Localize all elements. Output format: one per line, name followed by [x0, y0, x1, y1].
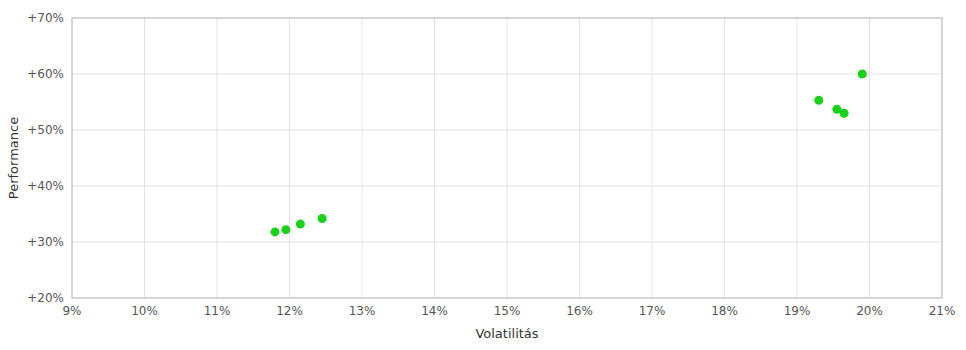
x-tick-label: 13% — [349, 304, 376, 318]
point — [271, 227, 280, 236]
x-grid-line — [144, 18, 145, 298]
x-tick-label: 17% — [639, 304, 666, 318]
x-grid-line — [217, 18, 218, 298]
point — [840, 109, 849, 118]
grid — [72, 18, 942, 298]
chart: 9% 10% 11% 12% 13% 14% 15% 16% 17% 18% 19% 20% 21% +2… — [0, 0, 966, 350]
y-grid-line — [72, 74, 942, 75]
plot-frame — [72, 18, 942, 298]
y-tick-label: +30% — [27, 235, 64, 249]
y-tick-label: +50% — [27, 123, 64, 137]
x-tick-label: 20% — [856, 304, 883, 318]
x-grid-line — [289, 18, 290, 298]
x-tick-label: 10% — [131, 304, 158, 318]
y-grid-line — [72, 242, 942, 243]
y-tick-label: +60% — [27, 67, 64, 81]
x-grid-line — [362, 18, 363, 298]
x-axis-label: Volatilitás — [475, 326, 538, 341]
point — [281, 225, 290, 234]
x-tick-label: 12% — [276, 304, 303, 318]
x-tick-label: 14% — [421, 304, 448, 318]
x-tick-label: 18% — [711, 304, 738, 318]
x-grid-line — [507, 18, 508, 298]
x-tick-label: 16% — [566, 304, 593, 318]
tick-labels: 9% 10% 11% 12% 13% 14% 15% 16% 17% 18% 19% 20% 21% +2… — [27, 11, 955, 318]
points — [271, 70, 867, 237]
point — [296, 220, 305, 229]
point — [814, 96, 823, 105]
y-axis-label: Performance — [6, 117, 21, 199]
x-grid-line — [434, 18, 435, 298]
x-grid-line — [652, 18, 653, 298]
x-tick-label: 11% — [204, 304, 231, 318]
x-tick-label: 19% — [784, 304, 811, 318]
y-tick-label: +20% — [27, 291, 64, 305]
y-tick-label: +70% — [27, 11, 64, 25]
y-grid-line — [72, 186, 942, 187]
y-tick-label: +40% — [27, 179, 64, 193]
x-grid-line — [797, 18, 798, 298]
point — [318, 214, 327, 223]
x-grid-line — [724, 18, 725, 298]
y-grid-line — [72, 130, 942, 131]
x-grid-line — [869, 18, 870, 298]
x-tick-label: 15% — [494, 304, 521, 318]
point — [858, 70, 867, 79]
x-grid-line — [579, 18, 580, 298]
plot-area — [72, 18, 942, 298]
x-tick-label: 9% — [62, 304, 81, 318]
x-tick-label: 21% — [929, 304, 956, 318]
